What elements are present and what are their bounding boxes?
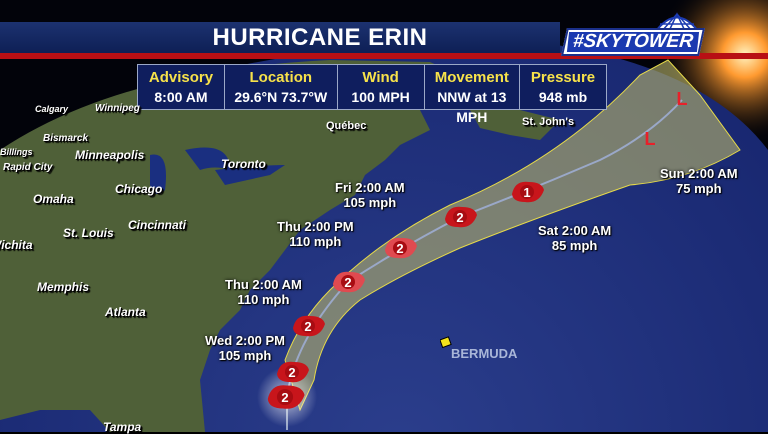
marker-label: 2 <box>344 275 351 290</box>
hurricane-marker: 1 <box>512 181 544 203</box>
title-bar: HURRICANE ERIN <box>0 22 560 53</box>
info-advisory: Advisory 8:00 AM <box>138 65 225 109</box>
city-label: Billings <box>0 147 33 157</box>
marker-label: L <box>677 89 688 109</box>
city-label: St. Louis <box>63 226 114 240</box>
accent-stripe <box>0 53 768 59</box>
info-location: Location 29.6°N 73.7°W <box>225 65 338 109</box>
marker-label: 2 <box>304 319 311 334</box>
hurricane-marker: 2 <box>277 361 309 383</box>
city-label: Winnipeg <box>95 103 140 114</box>
info-wind: Wind 100 MPH <box>338 65 425 109</box>
forecast-label: Thu 2:00 PM 110 mph <box>277 219 354 249</box>
marker-label: 2 <box>281 390 288 405</box>
city-label: Chicago <box>115 182 163 196</box>
city-label: Wichita <box>0 238 33 252</box>
city-label: Rapid City <box>3 162 53 173</box>
city-label: Memphis <box>37 280 90 294</box>
city-label: Calgary <box>35 104 69 114</box>
hurricane-marker: 2 <box>333 271 365 293</box>
forecast-label: Sat 2:00 AM 85 mph <box>538 223 612 253</box>
info-pressure: Pressure 948 mb <box>530 69 596 105</box>
hurricane-marker: 2 <box>445 206 477 228</box>
page-title: HURRICANE ERIN <box>212 24 428 51</box>
marker-label: 1 <box>523 185 530 200</box>
bermuda-label: BERMUDA <box>451 346 518 361</box>
info-movement: Movement NNW at 13 MPH <box>425 65 521 125</box>
skytower-logo: #SKYTOWER <box>561 28 705 56</box>
forecast-label: Fri 2:00 AM 105 mph <box>335 180 405 210</box>
marker-label: 2 <box>456 210 463 225</box>
marker-label: L <box>645 129 656 149</box>
atlantic-canada <box>470 110 560 140</box>
forecast-label: Sun 2:00 AM 75 mph <box>660 166 738 196</box>
city-label: Omaha <box>33 192 74 206</box>
city-label: Toronto <box>221 157 266 171</box>
marker-label: 2 <box>396 241 403 256</box>
city-label: Atlanta <box>105 305 146 319</box>
great-lakes <box>150 147 285 194</box>
hurricane-marker: 2 <box>293 315 325 337</box>
hurricane-marker: 2 <box>385 237 417 259</box>
city-label: Québec <box>326 120 367 132</box>
city-label: Minneapolis <box>75 148 145 162</box>
hurricane-marker: 2 <box>267 385 305 409</box>
advisory-info-table: Advisory 8:00 AM Location 29.6°N 73.7°W Wi… <box>137 64 607 125</box>
marker-label: 2 <box>288 365 295 380</box>
forecast-cone <box>284 59 741 412</box>
low-pressure-marker: L <box>645 129 656 149</box>
forecast-label: Thu 2:00 AM 110 mph <box>225 277 302 307</box>
bermuda-marker-icon <box>440 336 452 348</box>
city-label: Bismarck <box>43 133 89 144</box>
forecast-label: Wed 2:00 PM 105 mph <box>205 333 285 363</box>
city-label: Tampa <box>103 420 142 434</box>
city-label: Cincinnati <box>128 218 187 232</box>
land <box>0 60 470 432</box>
city-label: St. John's <box>522 116 575 128</box>
low-pressure-marker: L <box>677 89 688 109</box>
